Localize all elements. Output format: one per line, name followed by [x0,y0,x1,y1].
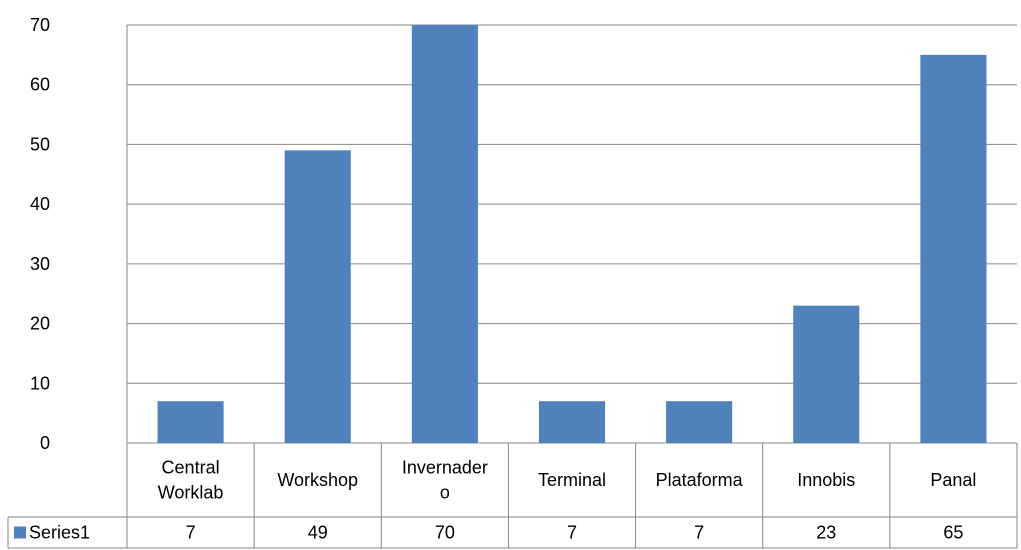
data-value-label: 23 [816,523,836,543]
y-tick-label: 10 [30,373,50,393]
category-label: Terminal [538,470,606,490]
y-tick-label: 30 [30,254,50,274]
data-table: Central Worklab Workshop Invernader o Termina… [7,443,1018,549]
bar [793,305,860,443]
data-value-label: 49 [308,523,328,543]
y-tick-label: 40 [30,194,50,214]
data-value-label: 70 [435,523,455,543]
y-tick-label: 60 [30,75,50,95]
bars [157,25,987,443]
y-axis: 0 10 20 30 40 50 60 70 [30,15,128,548]
bar [284,150,351,443]
bar [920,54,987,443]
category-label: Invernader o [402,458,488,503]
y-tick-label: 70 [30,15,50,35]
bar [666,401,733,443]
gridlines [127,24,1017,444]
y-tick-label: 50 [30,134,50,154]
data-value-label: 7 [567,523,577,543]
data-value-label: 7 [186,523,196,543]
data-value-label: 7 [694,523,704,543]
bar [411,25,478,443]
legend-swatch [14,526,26,539]
bar [157,401,224,443]
category-label: Plataforma [656,470,744,490]
category-label: Workshop [277,470,358,490]
y-tick-label: 20 [30,314,50,334]
category-label: Panal [930,470,976,490]
category-label: Central Worklab [158,458,224,503]
series-name-label: Series1 [29,523,90,543]
y-tick-label: 0 [40,433,50,453]
data-value-label: 65 [943,523,963,543]
bar [538,401,606,443]
category-label: Innobis [797,470,855,490]
